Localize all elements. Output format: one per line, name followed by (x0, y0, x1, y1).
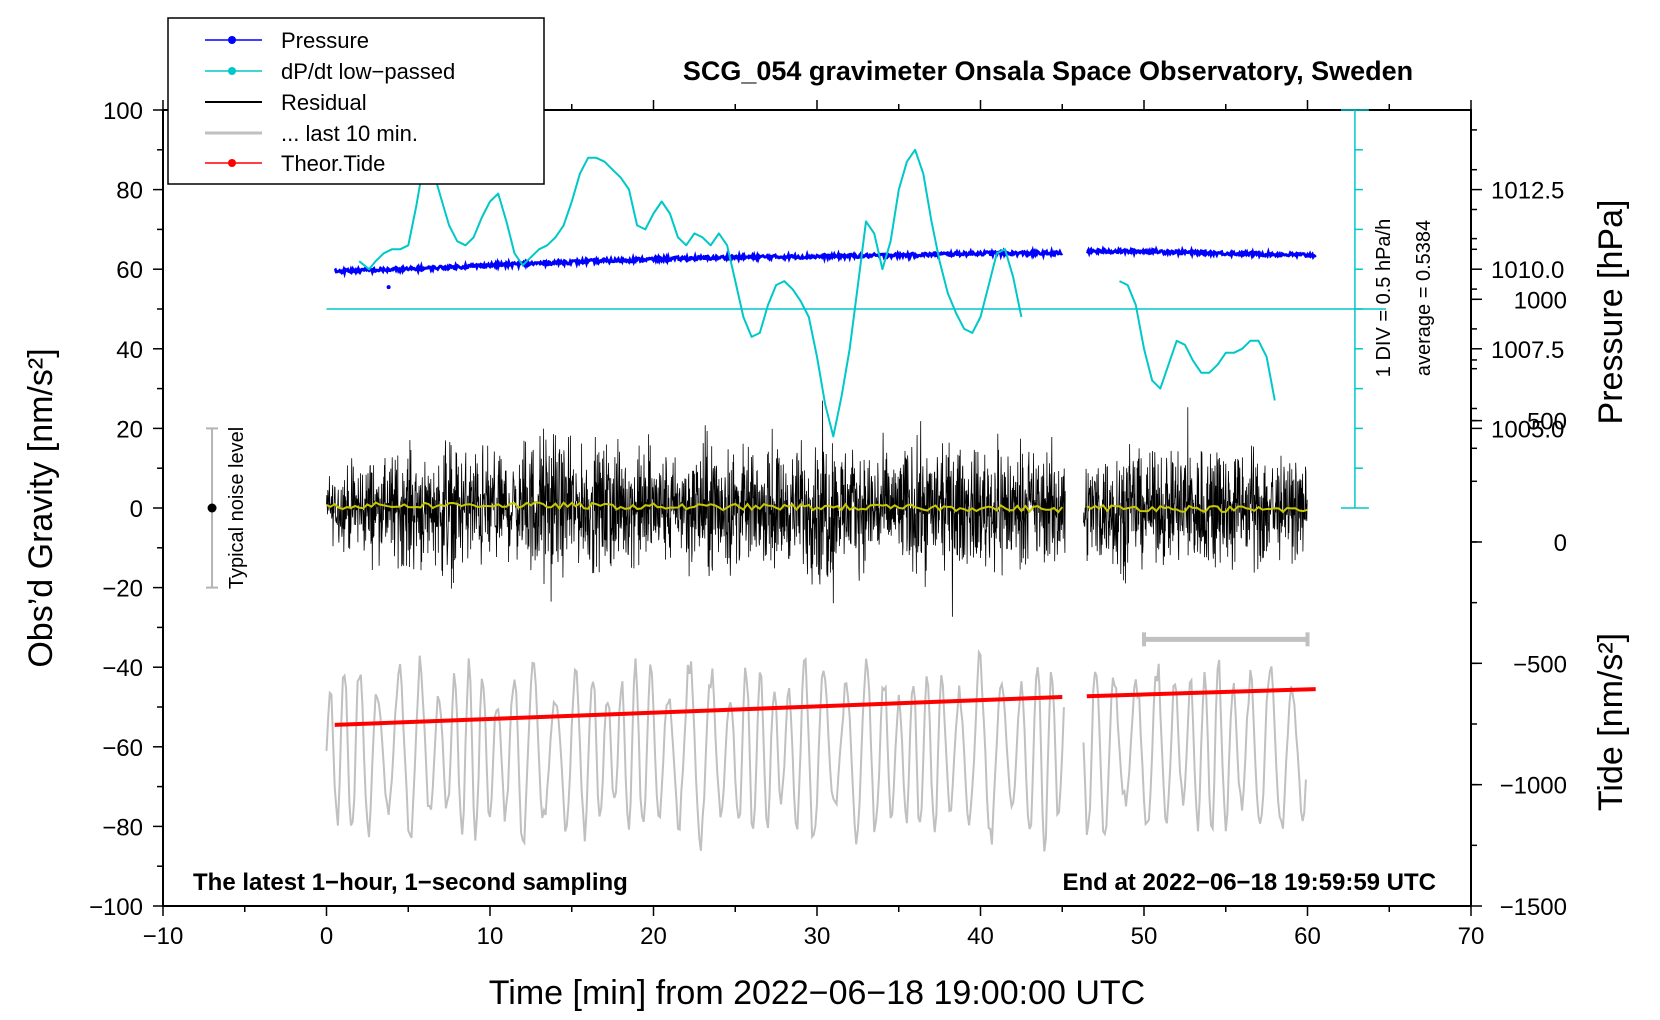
y-tick-label: −20 (102, 576, 143, 603)
y-tick-label: 100 (103, 98, 143, 125)
legend-dpdt-dot (228, 67, 236, 75)
legend-item-residual: Residual (205, 90, 367, 115)
y-tick-label: 40 (116, 337, 143, 364)
y-tick-label: −40 (102, 655, 143, 682)
legend-item-last10: ... last 10 min. (205, 121, 418, 146)
residual-series-line (326, 400, 1066, 617)
x-tick-label: 10 (477, 923, 504, 950)
y-axis-ticks: −100 −80 −60 −40 −20 0 20 40 60 80 100 (89, 98, 163, 921)
x-tick-label: 40 (967, 923, 994, 950)
pressure-series-line (1085, 245, 1317, 261)
legend-tide-dot (228, 159, 236, 167)
tide-tick-label: 1000 (1514, 287, 1567, 314)
tide-axis-ticks: 1000 500 0 −500 −1000 −1500 (1471, 237, 1567, 921)
legend-pressure-label: Pressure (281, 28, 369, 53)
y-axis-label: Obs’d Gravity [nm/s²] (22, 348, 60, 667)
dpdt-div-label: 1 DIV = 0.5 hPa/h (1373, 219, 1395, 377)
legend-residual-label: Residual (281, 90, 367, 115)
x-tick-label: −10 (143, 923, 184, 950)
x-tick-label: 30 (804, 923, 831, 950)
pressure-tick-label: 1012.5 (1491, 178, 1564, 205)
dpdt-average-label: average = 0.5384 (1413, 220, 1435, 376)
legend-tide-label: Theor.Tide (281, 151, 385, 176)
legend-item-tide: Theor.Tide (205, 151, 385, 176)
pressure-axis-label: Pressure [hPa] (1592, 200, 1630, 425)
y-tick-label: 20 (116, 416, 143, 443)
chart-title: SCG_054 gravimeter Onsala Space Observat… (683, 56, 1413, 86)
annotations-group (206, 109, 1386, 647)
end-time-note: End at 2022−06−18 19:59:59 UTC (1062, 869, 1436, 896)
tide-tick-label: 0 (1554, 530, 1567, 557)
noise-center-dot (207, 503, 217, 513)
pressure-tick-label: 1007.5 (1491, 337, 1564, 364)
x-axis-label: Time [min] from 2022−06−18 19:00:00 UTC (489, 974, 1145, 1012)
noise-level-label: Typical noise level (226, 427, 248, 589)
pressure-outlier-point (386, 285, 391, 290)
last10-series-line (1082, 659, 1307, 837)
y-tick-label: −60 (102, 735, 143, 762)
legend-last10-label: ... last 10 min. (281, 121, 418, 146)
pressure-tick-label: 1010.0 (1491, 257, 1564, 284)
legend: Pressure dP/dt low−passed Residual ... l… (167, 17, 545, 185)
smoothed-residual-line (1086, 504, 1308, 514)
tide-tick-label: −1500 (1500, 894, 1567, 921)
x-tick-label: 20 (640, 923, 667, 950)
tide-tick-label: 500 (1527, 409, 1567, 436)
residual-series-line (1083, 407, 1308, 584)
x-tick-label: 0 (320, 923, 333, 950)
tide-axis-label: Tide [nm/s²] (1592, 633, 1630, 811)
pressure-series-line (333, 245, 1064, 279)
y-tick-label: −100 (89, 894, 143, 921)
x-tick-label: 50 (1131, 923, 1158, 950)
tide-tick-label: −1000 (1500, 773, 1567, 800)
last10-series-line (325, 648, 1065, 852)
pressure-tick-label: 1005.0 (1491, 416, 1564, 443)
series-group (325, 148, 1317, 852)
x-axis-ticks: −10 0 10 20 30 40 50 60 70 (143, 100, 1485, 950)
dpdt-series-line (1119, 280, 1276, 401)
legend-item-dpdt: dP/dt low−passed (205, 59, 455, 84)
y-tick-label: 0 (130, 496, 143, 523)
pressure-axis-ticks: 1012.5 1010.0 1007.5 1005.0 (1471, 129, 1564, 450)
tide-series-line (1086, 687, 1316, 699)
smoothed-residual-line (326, 501, 1064, 514)
x-tick-label: 70 (1458, 923, 1485, 950)
y-tick-label: 80 (116, 178, 143, 205)
tide-series-line (334, 695, 1063, 727)
dpdt-series-line (358, 148, 1023, 438)
legend-dpdt-label: dP/dt low−passed (281, 59, 455, 84)
tide-tick-label: −500 (1513, 651, 1567, 678)
y-tick-label: −80 (102, 814, 143, 841)
legend-pressure-dot (228, 36, 236, 44)
y-tick-label: 60 (116, 257, 143, 284)
x-tick-label: 60 (1294, 923, 1321, 950)
sampling-note: The latest 1−hour, 1−second sampling (193, 869, 628, 896)
legend-item-pressure: Pressure (205, 28, 369, 53)
